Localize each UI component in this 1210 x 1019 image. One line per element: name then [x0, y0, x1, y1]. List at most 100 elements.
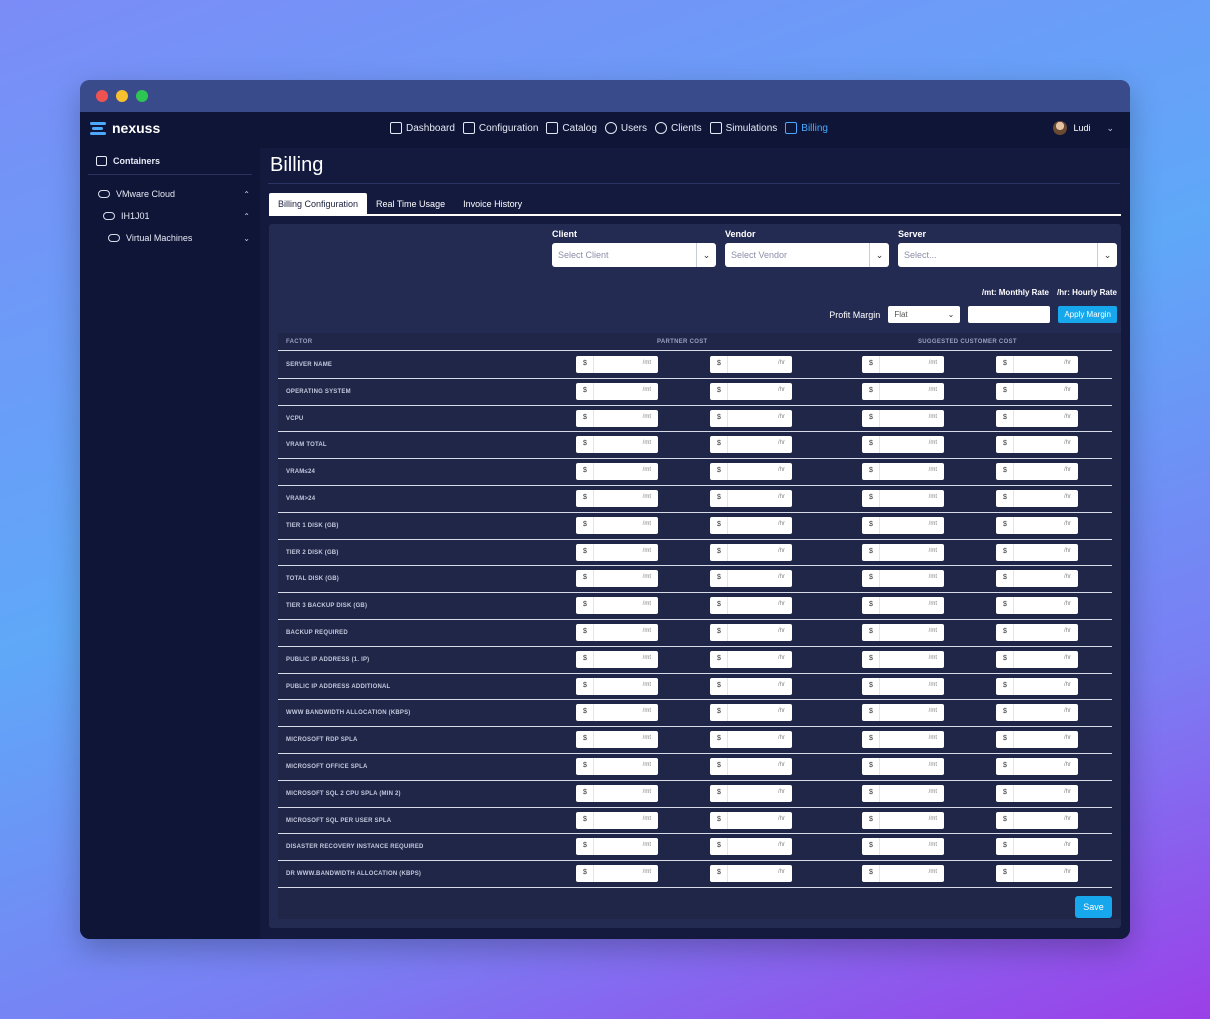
- partner-monthly-input[interactable]: $ /mt: [576, 784, 658, 802]
- customer-hourly-input[interactable]: $ /hr: [996, 731, 1078, 749]
- partner-monthly-input[interactable]: $ /mt: [576, 865, 658, 883]
- tab-billing-configuration[interactable]: Billing Configuration: [269, 193, 368, 215]
- sidebar-item-ih1j01[interactable]: IH1J01 ⌃: [80, 205, 260, 227]
- customer-monthly-input[interactable]: $ /mt: [862, 865, 944, 883]
- customer-monthly-input[interactable]: $ /mt: [862, 650, 944, 668]
- partner-monthly-input[interactable]: $ /mt: [576, 838, 658, 856]
- partner-monthly-input[interactable]: $ /mt: [576, 704, 658, 722]
- customer-hourly-input[interactable]: $ /hr: [996, 356, 1078, 373]
- partner-hourly-input[interactable]: $ /hr: [710, 757, 792, 775]
- nav-clients[interactable]: Clients: [655, 122, 702, 134]
- customer-monthly-input[interactable]: $ /mt: [862, 356, 944, 373]
- vendor-select[interactable]: Select Vendor ⌄: [725, 243, 889, 267]
- server-select[interactable]: Select... ⌄: [898, 243, 1117, 267]
- customer-hourly-input[interactable]: $ /hr: [996, 811, 1078, 829]
- customer-hourly-input[interactable]: $ /hr: [996, 436, 1078, 454]
- customer-hourly-input[interactable]: $ /hr: [996, 516, 1078, 534]
- partner-monthly-input[interactable]: $ /mt: [576, 489, 658, 507]
- nav-simulations[interactable]: Simulations: [709, 122, 777, 134]
- customer-hourly-input[interactable]: $ /hr: [996, 650, 1078, 668]
- partner-monthly-input[interactable]: $ /mt: [576, 543, 658, 561]
- partner-hourly-input[interactable]: $ /hr: [710, 516, 792, 534]
- partner-hourly-input[interactable]: $ /hr: [710, 865, 792, 883]
- customer-monthly-input[interactable]: $ /mt: [862, 838, 944, 856]
- customer-monthly-input[interactable]: $ /mt: [862, 489, 944, 507]
- partner-hourly-input[interactable]: $ /hr: [710, 570, 792, 588]
- partner-hourly-input[interactable]: $ /hr: [710, 731, 792, 749]
- partner-hourly-input[interactable]: $ /hr: [710, 650, 792, 668]
- partner-monthly-input[interactable]: $ /mt: [576, 516, 658, 534]
- customer-monthly-input[interactable]: $ /mt: [862, 463, 944, 481]
- partner-hourly-input[interactable]: $ /hr: [710, 543, 792, 561]
- client-select[interactable]: Select Client ⌄: [552, 243, 716, 267]
- partner-hourly-input[interactable]: $ /hr: [710, 489, 792, 507]
- apply-margin-button[interactable]: Apply Margin: [1058, 306, 1117, 323]
- customer-monthly-input[interactable]: $ /mt: [862, 516, 944, 534]
- nav-configuration[interactable]: Configuration: [462, 122, 538, 134]
- nav-dashboard[interactable]: Dashboard: [390, 122, 455, 134]
- partner-hourly-input[interactable]: $ /hr: [710, 463, 792, 481]
- close-window-dot[interactable]: [96, 90, 108, 102]
- partner-hourly-input[interactable]: $ /hr: [710, 409, 792, 427]
- partner-hourly-input[interactable]: $ /hr: [710, 382, 792, 400]
- customer-hourly-input[interactable]: $ /hr: [996, 623, 1078, 641]
- customer-monthly-input[interactable]: $ /mt: [862, 677, 944, 695]
- customer-monthly-input[interactable]: $ /mt: [862, 731, 944, 749]
- customer-hourly-input[interactable]: $ /hr: [996, 677, 1078, 695]
- partner-hourly-input[interactable]: $ /hr: [710, 784, 792, 802]
- partner-monthly-input[interactable]: $ /mt: [576, 597, 658, 615]
- partner-monthly-input[interactable]: $ /mt: [576, 811, 658, 829]
- partner-monthly-input[interactable]: $ /mt: [576, 570, 658, 588]
- customer-hourly-input[interactable]: $ /hr: [996, 865, 1078, 883]
- customer-monthly-input[interactable]: $ /mt: [862, 811, 944, 829]
- customer-monthly-input[interactable]: $ /mt: [862, 570, 944, 588]
- tab-invoice-history[interactable]: Invoice History: [463, 199, 523, 209]
- user-menu[interactable]: Ludi ⌄: [1053, 121, 1114, 135]
- chevron-down-icon[interactable]: ⌄: [243, 233, 250, 243]
- partner-hourly-input[interactable]: $ /hr: [710, 838, 792, 856]
- partner-hourly-input[interactable]: $ /hr: [710, 436, 792, 454]
- margin-value-input[interactable]: [968, 306, 1051, 323]
- customer-hourly-input[interactable]: $ /hr: [996, 757, 1078, 775]
- customer-monthly-input[interactable]: $ /mt: [862, 543, 944, 561]
- customer-monthly-input[interactable]: $ /mt: [862, 409, 944, 427]
- customer-monthly-input[interactable]: $ /mt: [862, 757, 944, 775]
- brand-logo[interactable]: nexuss: [90, 120, 160, 136]
- maximize-window-dot[interactable]: [136, 90, 148, 102]
- tab-real-time-usage[interactable]: Real Time Usage: [376, 199, 446, 209]
- customer-hourly-input[interactable]: $ /hr: [996, 463, 1078, 481]
- customer-monthly-input[interactable]: $ /mt: [862, 784, 944, 802]
- partner-hourly-input[interactable]: $ /hr: [710, 597, 792, 615]
- sidebar-header[interactable]: Containers: [88, 152, 252, 175]
- margin-type-select[interactable]: Flat ⌄: [888, 306, 961, 323]
- partner-monthly-input[interactable]: $ /mt: [576, 356, 658, 373]
- partner-monthly-input[interactable]: $ /mt: [576, 650, 658, 668]
- partner-monthly-input[interactable]: $ /mt: [576, 382, 658, 400]
- customer-hourly-input[interactable]: $ /hr: [996, 570, 1078, 588]
- partner-hourly-input[interactable]: $ /hr: [710, 704, 792, 722]
- chevron-up-icon[interactable]: ⌃: [243, 189, 250, 199]
- partner-monthly-input[interactable]: $ /mt: [576, 463, 658, 481]
- customer-hourly-input[interactable]: $ /hr: [996, 409, 1078, 427]
- customer-monthly-input[interactable]: $ /mt: [862, 623, 944, 641]
- partner-monthly-input[interactable]: $ /mt: [576, 436, 658, 454]
- partner-hourly-input[interactable]: $ /hr: [710, 811, 792, 829]
- customer-monthly-input[interactable]: $ /mt: [862, 382, 944, 400]
- partner-hourly-input[interactable]: $ /hr: [710, 356, 792, 373]
- customer-monthly-input[interactable]: $ /mt: [862, 704, 944, 722]
- nav-catalog[interactable]: Catalog: [546, 122, 597, 134]
- partner-hourly-input[interactable]: $ /hr: [710, 623, 792, 641]
- customer-hourly-input[interactable]: $ /hr: [996, 489, 1078, 507]
- chevron-up-icon[interactable]: ⌃: [243, 211, 250, 221]
- customer-hourly-input[interactable]: $ /hr: [996, 838, 1078, 856]
- customer-monthly-input[interactable]: $ /mt: [862, 436, 944, 454]
- partner-monthly-input[interactable]: $ /mt: [576, 731, 658, 749]
- customer-monthly-input[interactable]: $ /mt: [862, 597, 944, 615]
- partner-monthly-input[interactable]: $ /mt: [576, 677, 658, 695]
- customer-hourly-input[interactable]: $ /hr: [996, 382, 1078, 400]
- partner-monthly-input[interactable]: $ /mt: [576, 409, 658, 427]
- sidebar-item-vmware-cloud[interactable]: VMware Cloud ⌃: [80, 183, 260, 205]
- partner-monthly-input[interactable]: $ /mt: [576, 757, 658, 775]
- nav-users[interactable]: Users: [604, 122, 647, 134]
- partner-hourly-input[interactable]: $ /hr: [710, 677, 792, 695]
